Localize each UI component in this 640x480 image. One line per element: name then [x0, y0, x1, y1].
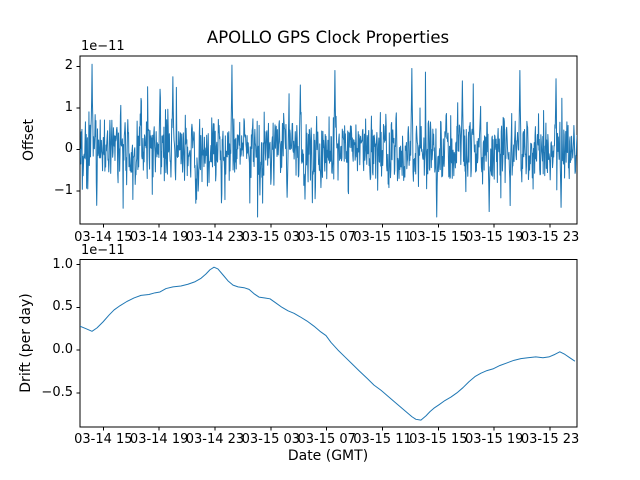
x-tick-label: 03-15 23: [520, 230, 580, 245]
y-tick-label: 2: [64, 58, 73, 74]
y-tick-label: 1.0: [52, 256, 73, 272]
x-tick-label: 03-15 11: [353, 432, 412, 447]
x-tick-label: 03-14 15: [74, 230, 133, 245]
x-tick-label: 03-15 07: [297, 432, 356, 447]
x-tick-label: 03-15 03: [241, 432, 301, 447]
y-tick-label: 0.0: [52, 342, 73, 358]
x-tick-label: 03-15 15: [409, 230, 468, 245]
y-tick-label: −0.5: [41, 384, 73, 400]
y-tick-label: 0: [64, 141, 73, 157]
x-axis-label: Date (GMT): [287, 448, 369, 464]
x-tick-label: 03-15 11: [353, 230, 412, 245]
x-tick-label: 03-14 19: [129, 432, 189, 447]
x-tick-label: 03-14 15: [74, 432, 133, 447]
y-tick-label: −1: [53, 182, 73, 198]
offset-series-line: [80, 63, 577, 218]
drift-series-line: [80, 266, 576, 421]
bottom-axis-scale-offset-text: 1e−11: [81, 243, 125, 258]
x-tick-label: 03-15 15: [409, 432, 468, 447]
x-tick-label: 03-14 23: [185, 230, 245, 245]
x-tick-label: 03-15 07: [297, 230, 356, 245]
top-axis-scale-offset-text: 1e−11: [81, 39, 125, 54]
y-tick-label: 0.5: [52, 299, 73, 315]
x-tick-label: 03-15 23: [520, 432, 580, 447]
x-tick-label: 03-15 19: [464, 432, 524, 447]
x-tick-label: 03-14 23: [185, 432, 245, 447]
x-tick-label: 03-14 19: [129, 230, 189, 245]
x-tick-label: 03-15 19: [464, 230, 524, 245]
chart-title: APOLLO GPS Clock Properties: [206, 28, 450, 47]
y-tick-label: 1: [64, 99, 73, 115]
x-tick-label: 03-15 03: [241, 230, 301, 245]
